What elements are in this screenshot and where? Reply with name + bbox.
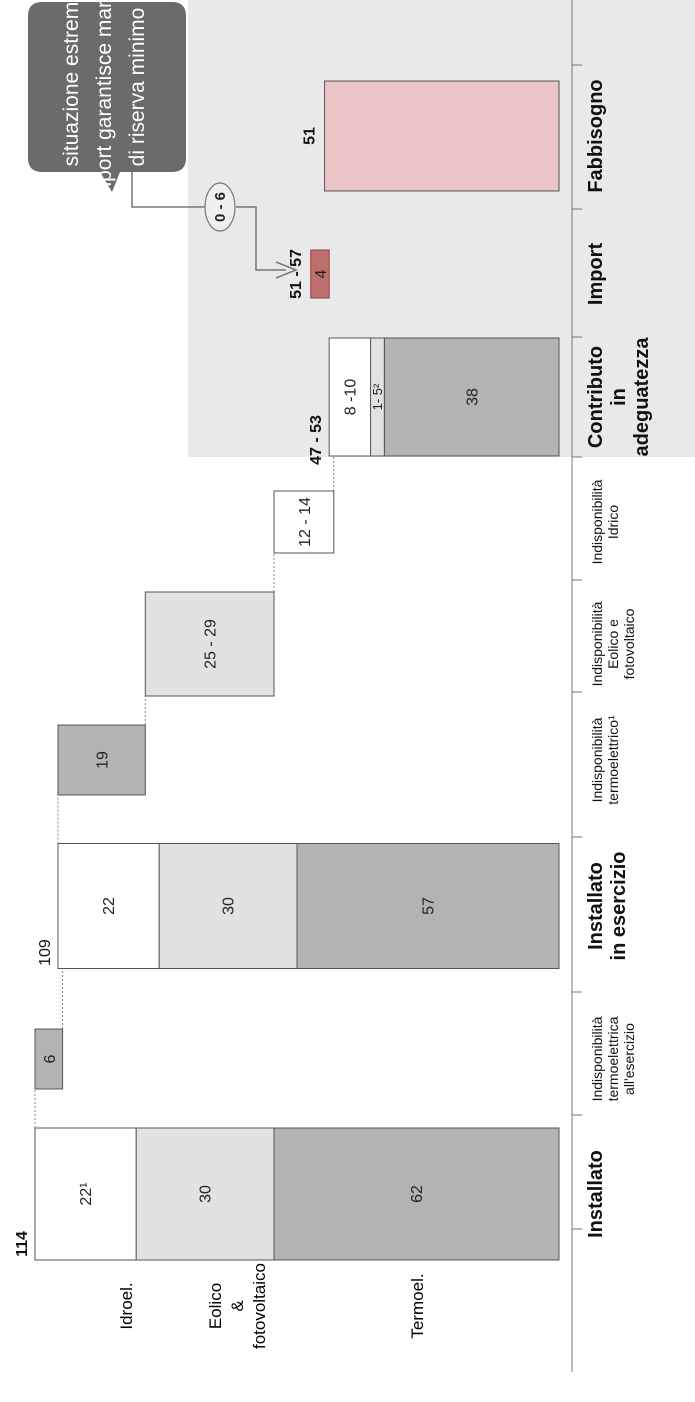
bar-segment-label-contributo-0: 38 (464, 388, 481, 406)
bar-rect-indisp_eolico (144, 591, 275, 697)
x-tick-label-indisp_term-0: Indisponibilità (589, 717, 605, 802)
x-tick-label-indisp_term_eserc-1: termoelettrica (605, 1016, 621, 1101)
bar-label-indisp_term_eserc: 6 (42, 1054, 59, 1063)
bar-installato_esercizio: 57 30 22 109 (37, 843, 560, 969)
bar-indisp_eolico: 25 - 29 (144, 591, 275, 697)
bar-label-indisp_idrico: 12 - 14 (297, 497, 314, 547)
bar-segment-label-installato-0: 62 (409, 1185, 426, 1203)
row-label-thermal: Termoel. (408, 1273, 427, 1338)
bar-contributo: 38 1- 5² 8 -10 47 - 53 (308, 337, 560, 465)
row-labels: Idroel. Eolico & fotovoltaico Termoel. (117, 1263, 427, 1349)
bracket-line-left (236, 206, 286, 271)
bar-rect-indisp_term (57, 724, 146, 796)
x-tick-label-indisp_eolico-1: Eolico e (605, 619, 621, 669)
row-label-wind-3: fotovoltaico (250, 1263, 269, 1349)
bar-segment-label-contributo-1: 1- 5² (370, 383, 385, 410)
callout-text-0: In situazione estreme, (60, 0, 83, 190)
annotations: 0 - 6 In situazione estreme, l'import gara… (28, 0, 299, 279)
x-tick-label-installato_esercizio-0: Installato (585, 862, 607, 950)
x-tick-label-indisp_term_eserc-2: all'esercizio (621, 1023, 637, 1095)
row-label-wind-1: Eolico (206, 1283, 225, 1329)
bar-total-installato: 114 (14, 1231, 31, 1257)
bar-indisp_term_eserc: 6 (34, 1028, 64, 1090)
x-tick-label-contributo-0: Contributo (585, 346, 607, 448)
highlight-band (188, 0, 695, 457)
row-label-wind-2: & (228, 1300, 247, 1312)
bar-total-fabbisogno: 51 (302, 127, 319, 145)
range-bubble (204, 182, 236, 232)
x-tick-label-indisp_term-1: termoelettrico¹ (605, 715, 621, 805)
bar-segment-installato_esercizio-2 (57, 843, 160, 969)
x-tick-label-indisp_eolico-2: fotovoltaico (621, 608, 637, 679)
bar-total-import: 51 - 57 (288, 249, 305, 299)
bar-label-indisp_term: 19 (95, 751, 112, 769)
x-tick-label-fabbisogno-0: Fabbisogno (585, 79, 607, 192)
bar-rect-import (310, 249, 330, 299)
bar-import: 4 51 - 57 (288, 249, 330, 299)
x-tick-label-indisp_term_eserc-0: Indisponibilità (589, 1016, 605, 1101)
bar-label-indisp_eolico: 25 - 29 (203, 619, 220, 669)
callout-text-1: l'import garantisce margine (93, 0, 116, 213)
bar-rect-fabbisogno (324, 80, 560, 192)
connector-lines (34, 456, 335, 1128)
x-tick-label-indisp_eolico-0: Indisponibilità (589, 601, 605, 686)
x-tick-label-installato-0: Installato (585, 1150, 607, 1238)
bar-segment-contributo-2 (328, 337, 372, 457)
x-tick-label-import-0: Import (585, 243, 607, 306)
callout-box (28, 2, 186, 192)
bar-indisp_term: 19 (57, 724, 146, 796)
x-tick-label-contributo-1: in (608, 388, 630, 406)
bar-label-import: 4 (313, 269, 330, 278)
bar-total-contributo: 47 - 53 (308, 415, 325, 465)
bar-fabbisogno: 51 (302, 80, 560, 192)
bar-segment-label-installato-2: 22¹ (78, 1182, 95, 1205)
row-label-hydro: Idroel. (117, 1282, 136, 1329)
bar-rect-indisp_term_eserc (34, 1028, 64, 1090)
arrow-head (275, 261, 299, 279)
bar-segment-label-installato_esercizio-0: 57 (421, 897, 438, 915)
x-tick-label-installato_esercizio-1: in esercizio (608, 852, 630, 961)
bar-segment-label-installato_esercizio-2: 22 (101, 897, 118, 915)
bar-indisp_idrico: 12 - 14 (273, 490, 335, 554)
bar-rect-indisp_idrico (273, 490, 335, 554)
bar-segment-label-contributo-2: 8 -10 (342, 379, 359, 416)
bar-total-installato_esercizio: 109 (37, 939, 54, 966)
x-tick-label-contributo-2: adeguatezza (631, 337, 653, 457)
bar-installato: 62 30 22¹ 114 (14, 1127, 560, 1261)
range-bubble-label: 0 - 6 (212, 192, 229, 222)
callout-text-2: di riserva minimo (126, 8, 149, 167)
bar-segment-label-installato-1: 30 (198, 1185, 215, 1203)
bar-segment-label-installato_esercizio-1: 30 (221, 897, 238, 915)
bar-segment-installato-2 (34, 1127, 137, 1261)
x-tick-label-indisp_idrico-1: Idrico (605, 505, 621, 539)
bars-group: 62 30 22¹ 114 6 57 30 22 109 19 25 - 29 12 - 14 38 1-… (14, 80, 560, 1261)
x-tick-label-indisp_idrico-0: Indisponibilità (589, 479, 605, 564)
